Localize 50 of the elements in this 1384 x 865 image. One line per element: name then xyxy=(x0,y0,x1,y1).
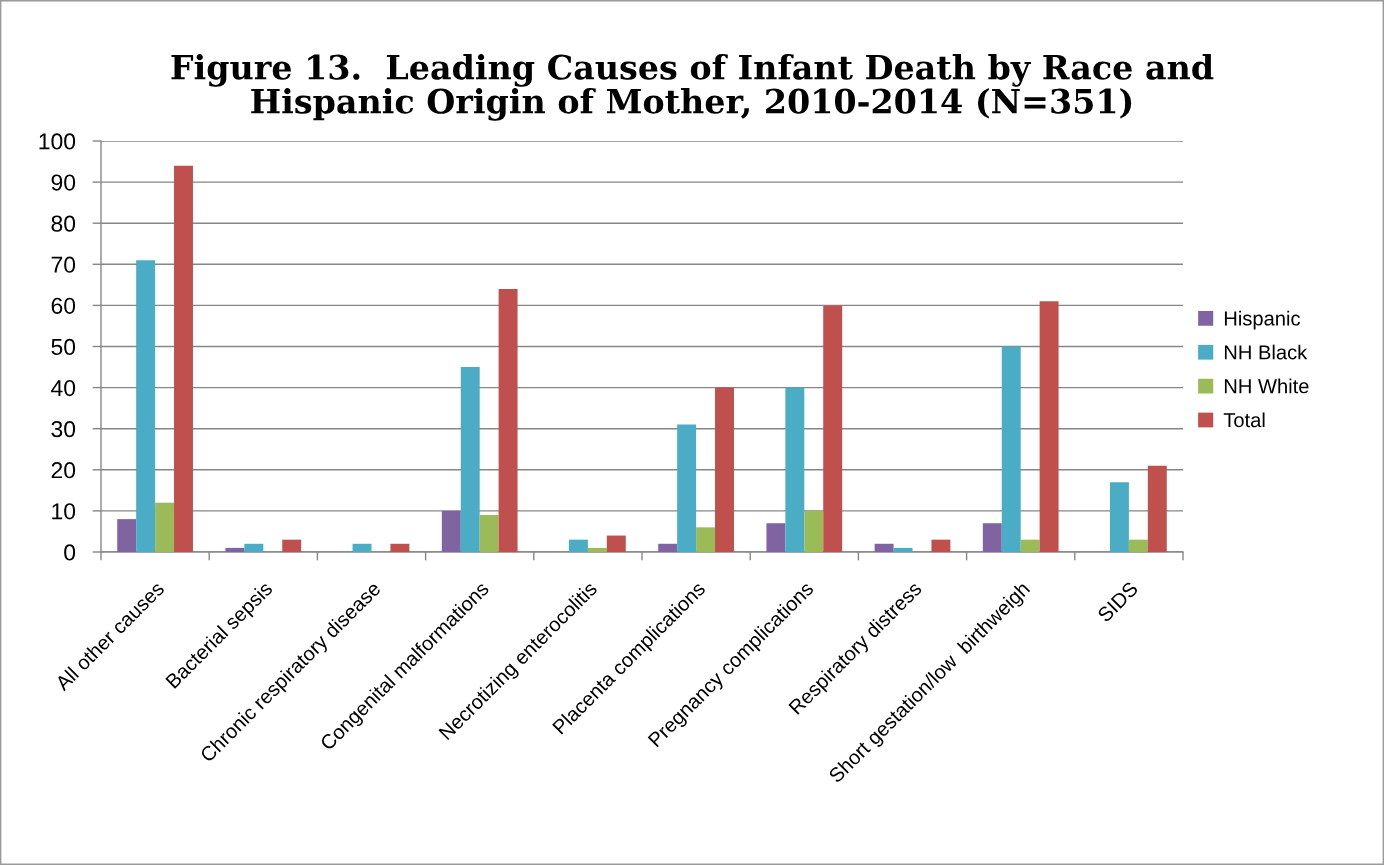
bar xyxy=(587,547,607,552)
bar xyxy=(658,543,678,552)
bar xyxy=(677,424,697,552)
bar xyxy=(1147,465,1167,552)
bar xyxy=(441,510,461,552)
y-tick-label: 20 xyxy=(51,462,76,479)
bar xyxy=(225,547,245,552)
bar xyxy=(1128,539,1148,552)
bar xyxy=(715,387,734,552)
legend-label: NH White xyxy=(1224,378,1309,394)
chart-title: Figure 13. Leading Causes of Infant Death by Race and Hispanic Origin of Mother, 2010-2014 (N=351) xyxy=(171,54,1214,121)
bar xyxy=(874,543,894,552)
y-tick-label: 30 xyxy=(51,421,76,438)
bar xyxy=(568,539,588,552)
bar xyxy=(766,523,786,552)
bar xyxy=(460,367,480,552)
y-tick-label: 40 xyxy=(51,379,76,397)
bar xyxy=(893,547,913,552)
bar xyxy=(1020,539,1040,552)
bar xyxy=(136,260,156,552)
bar xyxy=(606,535,626,552)
legend-label: NH Black xyxy=(1224,344,1308,360)
bar xyxy=(1001,346,1021,552)
y-tick-label: 0 xyxy=(64,544,76,561)
legend-label: Total xyxy=(1223,412,1265,428)
y-tick-label: 90 xyxy=(51,174,76,191)
bar xyxy=(498,288,518,552)
y-tick-label: 50 xyxy=(51,338,76,356)
y-tick-label: 60 xyxy=(51,297,76,314)
legend-label: Hispanic xyxy=(1224,310,1300,330)
bar xyxy=(155,502,175,552)
bar xyxy=(696,527,716,552)
bar xyxy=(244,543,264,552)
bar xyxy=(1109,482,1129,552)
bar xyxy=(982,523,1002,552)
bar xyxy=(352,543,372,552)
y-tick-label: 80 xyxy=(51,215,76,232)
bar xyxy=(282,539,302,552)
bar xyxy=(479,515,499,552)
bar xyxy=(117,519,137,552)
y-tick-label: 70 xyxy=(51,256,76,273)
bar xyxy=(174,165,193,552)
bar xyxy=(823,305,843,552)
bar xyxy=(804,510,824,552)
bar xyxy=(390,543,410,552)
bar xyxy=(1039,301,1059,552)
bar xyxy=(931,539,951,552)
y-tick-label: 100 xyxy=(39,133,76,150)
y-tick-label: 10 xyxy=(52,503,76,520)
bar xyxy=(785,387,805,552)
